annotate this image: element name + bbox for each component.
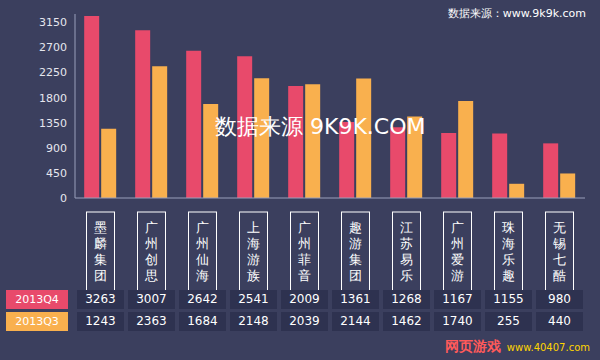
svg-text:1800: 1800 xyxy=(39,92,67,105)
html-text:1361: 1361 xyxy=(340,292,371,306)
svg-text:七: 七 xyxy=(553,252,566,267)
svg-text:游: 游 xyxy=(247,252,260,267)
html-text:2013Q4: 2013Q4 xyxy=(15,293,59,306)
html-text:数据来源 9K9K.COM: 数据来源 9K9K.COM xyxy=(215,114,426,139)
svg-text:州: 州 xyxy=(298,236,311,251)
html-text:1740: 1740 xyxy=(442,314,473,328)
html-text:3263: 3263 xyxy=(85,292,116,306)
svg-text:易: 易 xyxy=(400,252,413,267)
svg-text:海: 海 xyxy=(196,268,209,283)
svg-text:广: 广 xyxy=(451,220,464,235)
svg-text:无: 无 xyxy=(553,220,566,235)
html-text:1155: 1155 xyxy=(493,292,524,306)
svg-text:乐: 乐 xyxy=(400,268,413,283)
svg-text:爱: 爱 xyxy=(451,252,464,267)
svg-text:乐: 乐 xyxy=(502,252,515,267)
svg-text:墨: 墨 xyxy=(94,220,107,235)
svg-text:广: 广 xyxy=(298,220,311,235)
html-text:980: 980 xyxy=(548,292,571,306)
svg-text:仙: 仙 xyxy=(196,252,209,267)
svg-text:广: 广 xyxy=(196,220,209,235)
svg-text:游: 游 xyxy=(349,236,362,251)
svg-text:上: 上 xyxy=(247,220,260,235)
svg-text:族: 族 xyxy=(247,268,260,283)
svg-text:1350: 1350 xyxy=(39,117,67,130)
svg-text:酷: 酷 xyxy=(553,268,566,283)
html-text:1462: 1462 xyxy=(391,314,422,328)
html-text:255: 255 xyxy=(497,314,520,328)
svg-text:音: 音 xyxy=(298,268,311,283)
svg-text:州: 州 xyxy=(451,236,464,251)
svg-text:趣: 趣 xyxy=(349,220,362,235)
svg-text:思: 思 xyxy=(144,268,158,283)
html-text:2013Q3: 2013Q3 xyxy=(15,315,59,328)
svg-text:集: 集 xyxy=(349,252,362,267)
svg-text:州: 州 xyxy=(196,236,209,251)
svg-text:海: 海 xyxy=(247,236,260,251)
svg-text:创: 创 xyxy=(145,252,158,267)
svg-text:游: 游 xyxy=(451,268,464,283)
svg-text:州: 州 xyxy=(145,236,158,251)
svg-text:团: 团 xyxy=(349,268,362,283)
svg-text:菲: 菲 xyxy=(298,252,311,267)
svg-text:2250: 2250 xyxy=(39,66,67,79)
svg-text:0: 0 xyxy=(60,192,67,205)
html-text:1167: 1167 xyxy=(442,292,473,306)
html-text:3007: 3007 xyxy=(136,292,167,306)
html-text:数据来源：www.9k9k.com: 数据来源：www.9k9k.com xyxy=(447,7,586,20)
html-text:2642: 2642 xyxy=(187,292,218,306)
svg-text:团: 团 xyxy=(94,268,107,283)
svg-text:锡: 锡 xyxy=(552,236,566,251)
html-text:2363: 2363 xyxy=(136,314,167,328)
html-text:1243: 1243 xyxy=(85,314,116,328)
svg-text:900: 900 xyxy=(46,142,67,155)
svg-text:集: 集 xyxy=(94,252,107,267)
svg-text:麟: 麟 xyxy=(94,236,107,251)
svg-text:海: 海 xyxy=(502,236,515,251)
svg-text:2700: 2700 xyxy=(39,41,67,54)
html-text:2144: 2144 xyxy=(340,314,371,328)
svg-text:3150: 3150 xyxy=(39,16,67,29)
svg-text:江: 江 xyxy=(400,220,413,235)
svg-text:广: 广 xyxy=(145,220,158,235)
html-text:1268: 1268 xyxy=(391,292,422,306)
svg-text:450: 450 xyxy=(46,167,67,180)
svg-text:苏: 苏 xyxy=(400,236,413,251)
html-text:2148: 2148 xyxy=(238,314,269,328)
html-text:440: 440 xyxy=(548,314,571,328)
html-text:2039: 2039 xyxy=(289,314,320,328)
html-text:2541: 2541 xyxy=(238,292,269,306)
html-text:网页游戏 www.40407.com: 网页游戏 www.40407.com xyxy=(444,338,590,354)
svg-text:趣: 趣 xyxy=(502,268,515,283)
svg-text:珠: 珠 xyxy=(502,220,515,235)
html-text:1684: 1684 xyxy=(187,314,218,328)
html-text:2009: 2009 xyxy=(289,292,320,306)
